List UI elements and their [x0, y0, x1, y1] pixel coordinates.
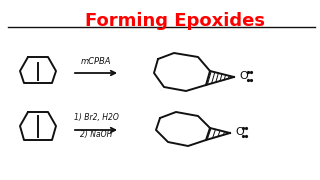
- Text: 1) Br2, H2O: 1) Br2, H2O: [74, 113, 118, 122]
- Text: O: O: [235, 127, 244, 137]
- Text: 2) NaOH: 2) NaOH: [80, 130, 112, 139]
- Text: O: O: [239, 71, 248, 81]
- Text: Forming Epoxides: Forming Epoxides: [85, 12, 265, 30]
- Text: mCPBA: mCPBA: [81, 57, 111, 66]
